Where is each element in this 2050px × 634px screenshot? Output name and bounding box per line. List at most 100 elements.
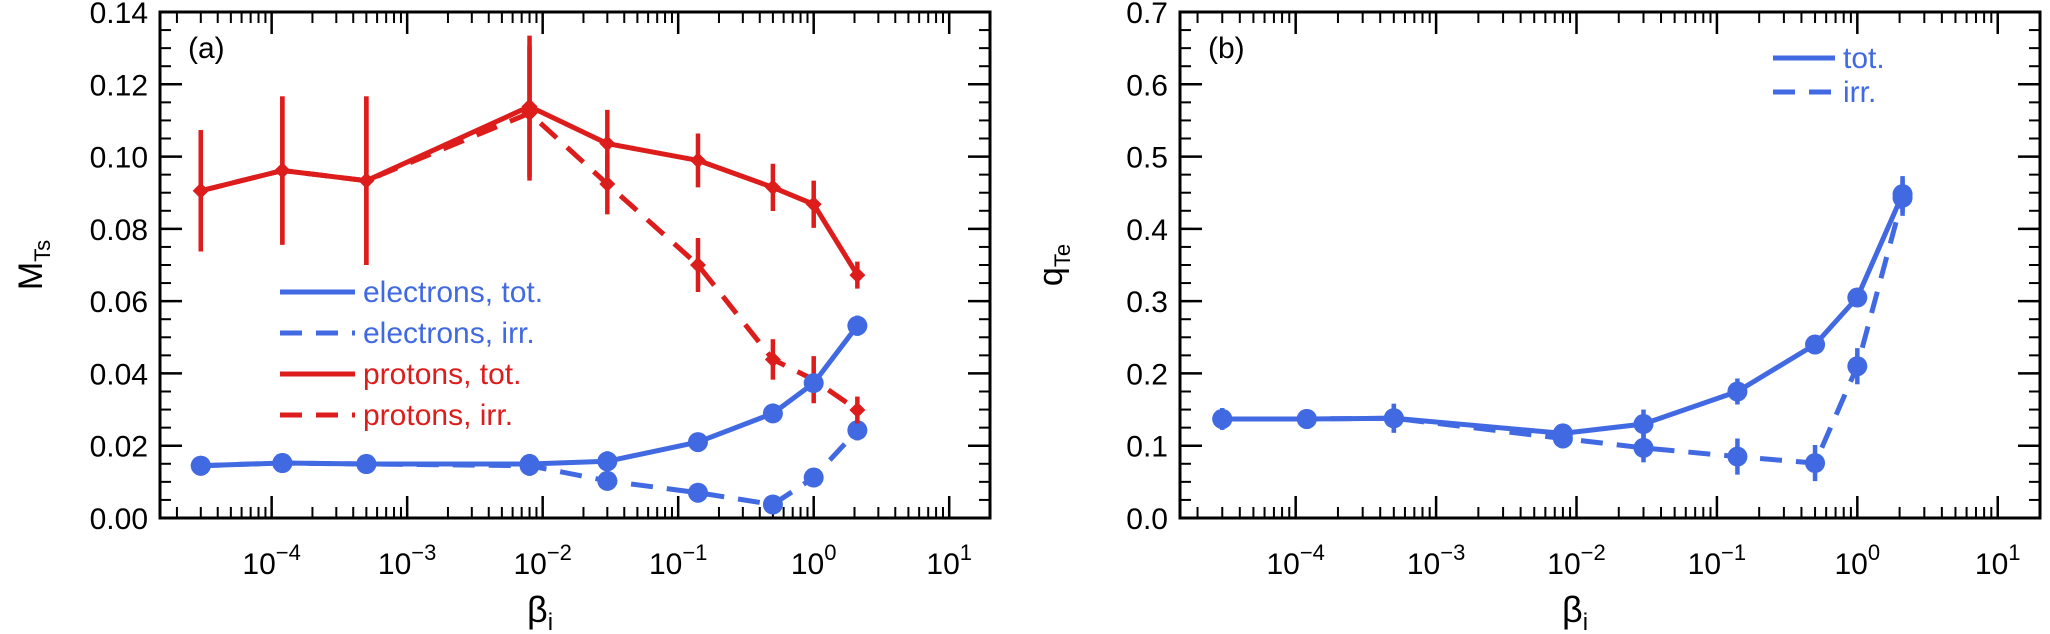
legend-label: electrons, tot. [363, 276, 543, 309]
x-tick-label: 10−3 [1407, 540, 1465, 581]
series-protons-tot [192, 35, 866, 289]
x-tick-exponent: −4 [276, 540, 301, 565]
legend-label: protons, irr. [363, 399, 513, 432]
legend: electrons, tot. electrons, irr. protons, t… [280, 276, 543, 432]
data-point [762, 494, 783, 515]
legend-label: tot. [1843, 42, 1885, 75]
series-electrons-tot [190, 315, 868, 476]
x-tick-label: 101 [1975, 540, 2021, 581]
x-tick-base: 10 [1688, 548, 1721, 581]
data-point [597, 470, 618, 491]
data-point [764, 179, 781, 196]
x-tick-exponent: 0 [1868, 540, 1880, 565]
series-tot [1212, 176, 1913, 444]
y-tick-label: 0.4 [1126, 214, 1168, 247]
data-point [1847, 356, 1868, 377]
data-point [1892, 184, 1913, 205]
legend: tot.irr. [1773, 42, 1885, 109]
x-tick-exponent: 1 [2008, 540, 2020, 565]
panel-label: (a) [188, 32, 225, 65]
data-point [521, 98, 538, 115]
data-point [1727, 446, 1748, 467]
x-tick-base: 10 [378, 548, 411, 581]
x-tick-base: 10 [513, 548, 546, 581]
data-point [272, 453, 293, 474]
legend-label: protons, tot. [363, 358, 521, 391]
data-point [687, 432, 708, 453]
y-axis-title-sub: Te [1050, 244, 1075, 267]
x-tick-base: 10 [926, 548, 959, 581]
x-tick-exponent: −3 [1440, 540, 1465, 565]
data-point [849, 267, 866, 284]
data-point [849, 402, 866, 419]
data-point [1212, 408, 1233, 429]
data-point [190, 455, 211, 476]
x-tick-exponent: −2 [1581, 540, 1606, 565]
plot-frame [1178, 10, 2042, 520]
x-tick-label: 10−4 [1266, 540, 1324, 581]
data-point [1633, 414, 1654, 435]
y-tick-label: 0.04 [90, 358, 148, 391]
data-point [687, 482, 708, 503]
x-tick-label: 100 [1835, 540, 1881, 581]
x-tick-label: 100 [791, 540, 837, 581]
x-tick-exponent: 0 [824, 540, 836, 565]
data-point [599, 135, 616, 152]
y-tick-label: 0.00 [90, 503, 148, 536]
y-tick-label: 0.6 [1126, 69, 1168, 102]
x-tick-base: 10 [1407, 548, 1440, 581]
x-tick-base: 10 [1547, 548, 1580, 581]
y-axis-title-sub: Ts [30, 240, 55, 262]
x-tick-exponent: −2 [547, 540, 572, 565]
y-tick-label: 0.08 [90, 214, 148, 247]
data-point [599, 176, 616, 193]
x-tick-base: 10 [1975, 548, 2008, 581]
x-axis-title-sub: i [1583, 609, 1588, 634]
legend-label: irr. [1843, 76, 1876, 109]
y-tick-label: 0.2 [1126, 358, 1168, 391]
data-point [762, 403, 783, 424]
y-tick-label: 0.14 [90, 0, 148, 30]
data-point [597, 451, 618, 472]
data-point [803, 467, 824, 488]
y-tick-label: 0.7 [1126, 0, 1168, 30]
data-point [356, 454, 377, 475]
data-point [689, 257, 706, 273]
y-tick-label: 0.5 [1126, 142, 1168, 175]
series-line [1222, 197, 1906, 466]
data-point [274, 162, 291, 179]
x-tick-label: 10−2 [513, 540, 571, 581]
x-tick-base: 10 [649, 548, 682, 581]
y-tick-label: 0.12 [90, 69, 148, 102]
chart-panel-b: 0.00.10.20.30.40.50.60.710−4 10−3 10−2 10−1… [1032, 0, 2042, 634]
x-tick-label: 10−2 [1547, 540, 1605, 581]
y-tick-label: 0.02 [90, 431, 148, 464]
x-axis-title: βi [1562, 589, 1588, 634]
y-axis-title-main: M [12, 262, 50, 290]
x-tick-label: 10−3 [378, 540, 436, 581]
y-tick-label: 0.10 [90, 142, 148, 175]
data-point [1552, 423, 1573, 444]
data-point [764, 351, 781, 368]
x-tick-label: 10−1 [649, 540, 707, 581]
data-point [1296, 408, 1317, 429]
data-point [1727, 381, 1748, 402]
x-tick-label: 10−1 [1688, 540, 1746, 581]
x-tick-base: 10 [1835, 548, 1868, 581]
y-axis-title: MTs [12, 240, 55, 290]
y-tick-label: 0.3 [1126, 286, 1168, 319]
x-tick-label: 10−4 [242, 540, 300, 581]
legend-label: electrons, irr. [363, 317, 535, 350]
data-point [192, 182, 209, 199]
plot-area [190, 35, 868, 515]
panel-label: (b) [1208, 32, 1245, 65]
y-tick-label: 0.0 [1126, 503, 1168, 536]
plot-frame [158, 10, 992, 520]
data-point [847, 315, 868, 336]
x-axis-title: βi [527, 589, 553, 634]
y-tick-label: 0.1 [1126, 431, 1168, 464]
x-tick-base: 10 [791, 548, 824, 581]
data-point [689, 152, 706, 169]
